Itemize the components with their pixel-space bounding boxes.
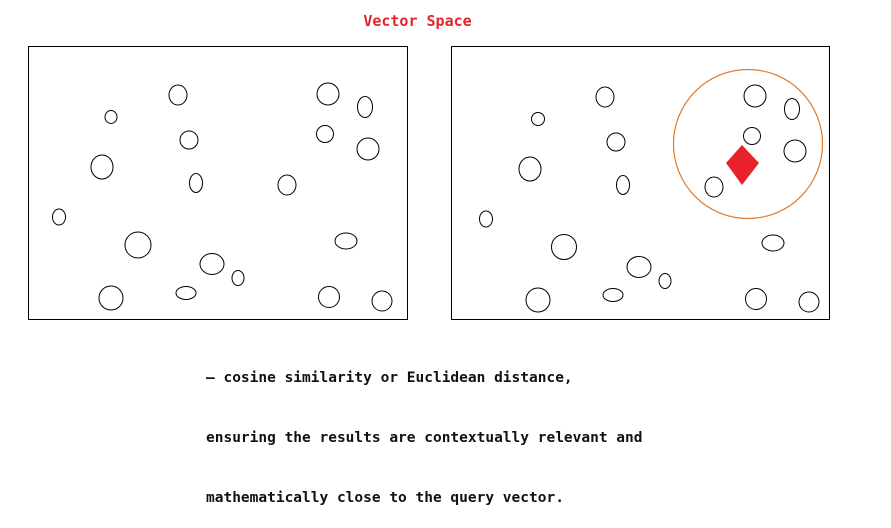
data-point	[371, 290, 393, 312]
data-point	[334, 232, 358, 250]
caption: – cosine similarity or Euclidean distanc…	[206, 328, 643, 528]
data-point	[318, 286, 340, 308]
query-result-panel	[451, 46, 830, 320]
data-point	[316, 82, 340, 106]
data-point	[199, 253, 225, 275]
vector-space-panel	[28, 46, 408, 320]
data-point	[626, 256, 652, 278]
data-point	[704, 176, 724, 198]
data-point	[783, 139, 807, 163]
data-point	[518, 156, 542, 182]
caption-line: ensuring the results are contextually re…	[206, 430, 643, 446]
data-point	[602, 288, 624, 302]
data-point	[231, 270, 245, 286]
data-point	[479, 210, 493, 228]
data-point	[179, 130, 199, 150]
data-point	[743, 127, 761, 145]
panel-frame	[451, 46, 830, 320]
diagram-title: Vector Space	[363, 12, 472, 30]
search-radius-circle	[672, 68, 824, 220]
data-point	[606, 132, 626, 152]
data-point	[743, 84, 767, 108]
data-point	[798, 291, 820, 313]
data-point	[531, 112, 545, 126]
data-point	[124, 231, 152, 259]
caption-line: – cosine similarity or Euclidean distanc…	[206, 370, 573, 386]
vector-space-diagram	[28, 46, 830, 320]
data-point	[189, 173, 203, 193]
data-point	[784, 98, 800, 120]
data-point	[168, 84, 188, 106]
data-point	[104, 110, 118, 124]
query-vector-marker	[726, 145, 759, 185]
data-point	[551, 234, 577, 260]
data-point	[356, 137, 380, 161]
data-point	[761, 234, 785, 252]
data-point	[98, 285, 124, 311]
data-point	[525, 287, 551, 313]
panel-frame	[28, 46, 408, 320]
data-point	[357, 96, 373, 118]
data-point	[316, 125, 334, 143]
data-point	[52, 208, 66, 226]
data-point	[277, 174, 297, 196]
data-point	[658, 273, 672, 289]
data-point	[745, 288, 767, 310]
data-point	[616, 175, 630, 195]
data-point	[175, 286, 197, 300]
data-point	[595, 86, 615, 108]
data-point	[90, 154, 114, 180]
caption-line: mathematically close to the query vector…	[206, 490, 564, 506]
